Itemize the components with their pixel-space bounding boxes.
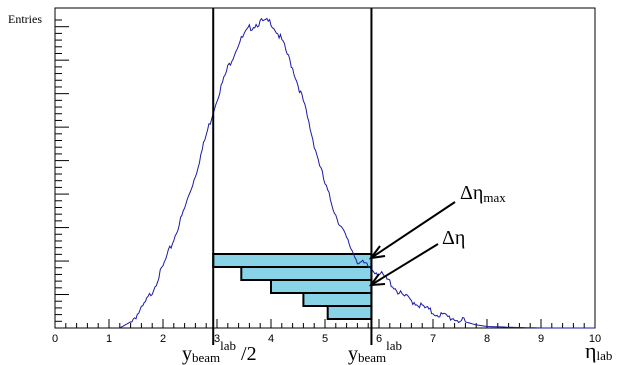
y-axis-ticks	[55, 19, 69, 329]
x-tick-label: 0	[52, 333, 58, 345]
beam-rapidity-lines	[212, 8, 373, 345]
x-tick-label: 6	[376, 333, 382, 345]
annotation-arrows	[368, 201, 456, 287]
delta-eta-max-sub: max	[483, 190, 506, 205]
delta-eta-bar	[212, 253, 373, 268]
half-beam-rapidity-label: ybeamlab /2	[182, 338, 257, 365]
x-tick-label: 2	[160, 333, 166, 345]
arrowhead-delta-eta	[368, 273, 386, 287]
arrowhead-delta-eta-max	[368, 245, 386, 260]
delta-eta-bar	[240, 266, 373, 281]
arrow-delta-eta	[370, 243, 439, 286]
beam-sub: beam	[358, 350, 386, 365]
arrow-delta-eta-max	[370, 201, 456, 259]
x-tick-label: 10	[589, 333, 601, 345]
half-beam-sup: lab	[220, 338, 236, 353]
delta-eta-max-label: Δηmax	[460, 182, 506, 205]
delta-eta-bar	[270, 279, 373, 294]
delta-eta-max-main: Δη	[460, 182, 483, 204]
x-tick-label: 9	[538, 333, 544, 345]
delta-eta-bars	[212, 253, 373, 320]
x-tick-label: 5	[322, 333, 328, 345]
x-tick-label: 3	[214, 333, 220, 345]
eta-distribution-curve	[119, 17, 595, 329]
x-tick-label: 4	[268, 333, 274, 345]
beam-rapidity-label: ybeamlab	[348, 338, 402, 365]
beam-sup: lab	[386, 338, 402, 353]
x-axis-title-sub: lab	[597, 348, 613, 363]
beam-y: y	[348, 343, 358, 365]
delta-eta-bar	[302, 292, 373, 307]
x-axis-ticks: 0 1 2 3 4 5 6 7 8 9 10	[52, 319, 601, 345]
x-tick-label: 1	[106, 333, 112, 345]
x-axis-title-main: η	[585, 338, 597, 363]
half-beam-suffix: /2	[236, 343, 257, 365]
x-tick-label: 8	[484, 333, 490, 345]
half-beam-sub: beam	[192, 350, 220, 365]
x-tick-label: 7	[430, 333, 436, 345]
half-beam-y: y	[182, 343, 192, 365]
delta-eta-bar	[326, 305, 373, 320]
x-axis-title: ηlab	[585, 338, 612, 363]
delta-eta-label: Δη	[442, 227, 465, 249]
y-axis-label: Entries	[8, 12, 42, 26]
